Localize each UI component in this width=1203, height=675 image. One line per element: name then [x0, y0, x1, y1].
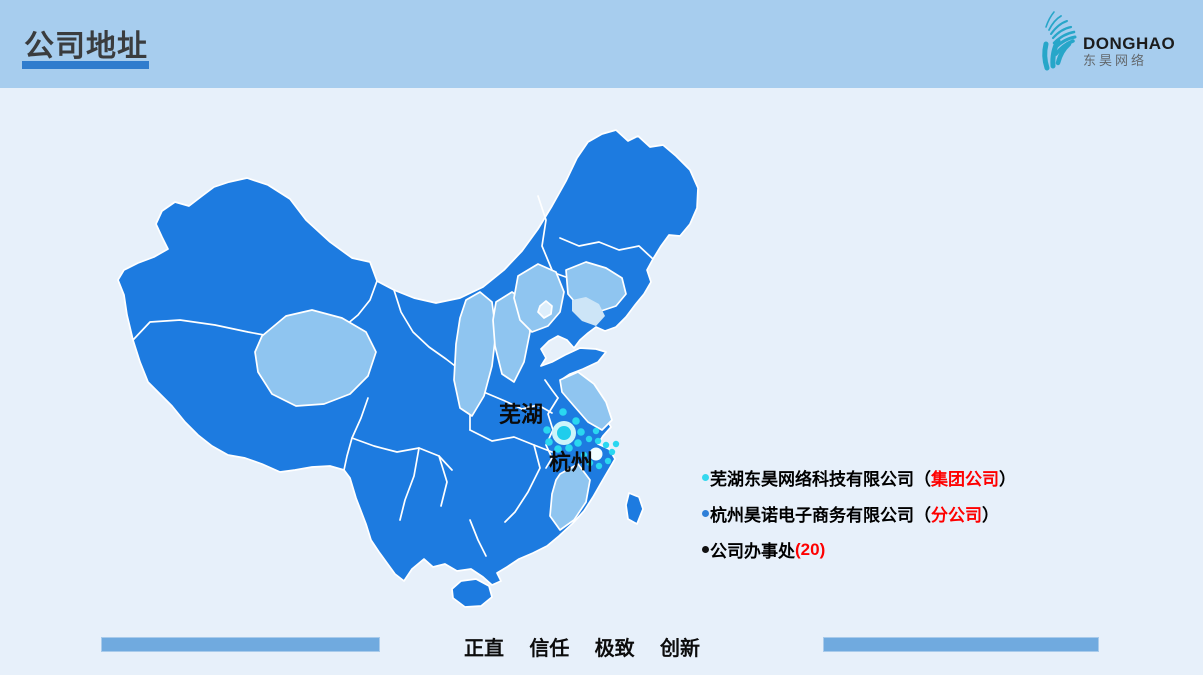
legend-paren: ） — [999, 470, 1016, 489]
map-mainland — [117, 129, 699, 586]
legend-item-group-company: 芜湖东昊网络科技有限公司（集团公司） — [702, 467, 1016, 489]
logo-subtitle: 东昊网络 — [1083, 52, 1148, 68]
legend-item-offices: 公司办事处 (20) — [702, 539, 1016, 561]
marker-wuhu-hq — [552, 421, 576, 445]
map-bohai-bay — [572, 297, 605, 326]
legend-item-branch-company: 杭州昊诺电子商务有限公司（分公司） — [702, 503, 1016, 525]
company-logo: DONGHAO 东昊网络 — [1033, 4, 1191, 84]
blue-dot-icon — [702, 510, 709, 517]
black-dot-icon — [702, 546, 709, 553]
page-title: 公司地址 — [24, 30, 148, 63]
slogan-word: 正直 — [464, 638, 504, 660]
header-bar: 公司地址 DONGHAO 东昊网络 — [0, 0, 1203, 88]
office-dots-wuhu — [543, 408, 585, 453]
legend-paren: （ — [914, 470, 931, 489]
legend-text: 芜湖东昊网络科技有限公司 — [710, 470, 914, 489]
title-underline — [22, 61, 149, 69]
map-beijing — [537, 300, 553, 319]
legend-highlight: (20) — [795, 539, 826, 559]
legend-text: 公司办事处 — [710, 542, 795, 561]
map-legend: 芜湖东昊网络科技有限公司（集团公司） 杭州昊诺电子商务有限公司（分公司） 公司办… — [702, 467, 1016, 575]
legend-paren: ） — [982, 506, 999, 525]
map-hainan — [451, 578, 493, 608]
footer-bar-left — [101, 637, 380, 652]
light-provinces — [254, 261, 627, 531]
slogan-word: 极致 — [594, 638, 635, 660]
cyan-dot-icon — [702, 474, 709, 481]
footer-bar-right — [823, 637, 1099, 652]
fan-leaves-icon — [1042, 11, 1077, 71]
map-taiwan — [625, 492, 644, 525]
legend-highlight: 集团公司 — [931, 470, 999, 489]
logo-name: DONGHAO — [1083, 33, 1176, 53]
legend-text: 杭州昊诺电子商务有限公司 — [710, 506, 914, 525]
legend-highlight: 分公司 — [931, 506, 982, 525]
map-label-wuhu: 芜湖 — [499, 402, 543, 427]
marker-hangzhou-branch — [589, 447, 603, 461]
slogan-word: 创新 — [659, 638, 700, 660]
legend-paren: （ — [914, 506, 931, 525]
slogan-word: 信任 — [529, 638, 570, 660]
map-label-hangzhou: 杭州 — [549, 450, 593, 475]
footer-slogan: 正直 信任 极致 创新 — [464, 632, 700, 661]
office-dots-hangzhou — [580, 427, 620, 470]
